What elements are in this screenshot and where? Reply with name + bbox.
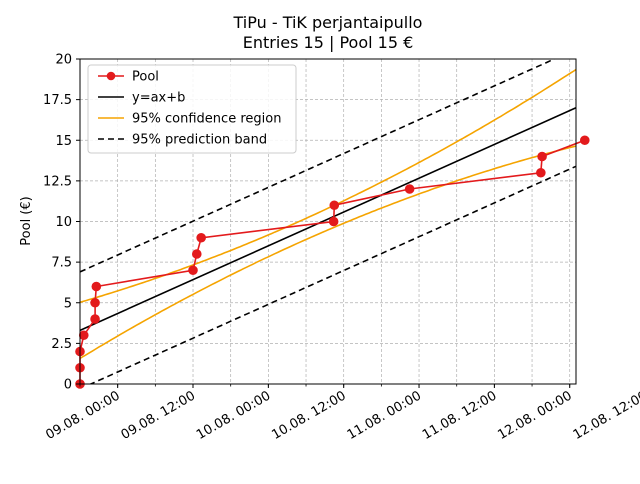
pool-point	[188, 265, 198, 276]
y-tick-label: 20	[55, 53, 72, 68]
x-tick-label: 10.08. 00:00	[194, 388, 273, 442]
legend-label: y=ax+b	[132, 91, 185, 106]
legend-label: Pool	[132, 70, 159, 85]
pool-line	[79, 139, 586, 384]
x-tick-label: 09.08. 00:00	[43, 388, 122, 442]
pool-point	[91, 281, 102, 292]
pool-point	[191, 249, 202, 259]
y-tick-label: 7.5	[51, 256, 72, 271]
confidence-lower	[80, 145, 576, 360]
y-tick-label: 0	[64, 378, 72, 393]
pool-point	[328, 216, 339, 227]
pool-point	[90, 297, 100, 308]
y-axis: 0 2.5 5 7.5 10 12.5 15 17.5 20	[43, 53, 80, 393]
x-tick-label: 12.08. 12:00	[571, 388, 640, 442]
x-tick-label: 10.08. 12:00	[269, 388, 348, 442]
pool-point	[537, 151, 547, 162]
y-tick-label: 15	[55, 134, 72, 149]
pool-point	[90, 314, 100, 324]
prediction-band-upper	[80, 59, 557, 273]
legend-label: 95% prediction band	[132, 133, 267, 148]
fit-line	[80, 107, 576, 332]
prediction-band-lower	[88, 165, 576, 384]
x-tick-label: 12.08. 00:00	[495, 388, 574, 442]
x-tick-label: 09.08. 12:00	[119, 388, 198, 442]
pool-point	[196, 232, 206, 243]
y-tick-label: 5	[64, 296, 72, 311]
pool-point	[329, 200, 340, 211]
x-tick-label: 11.08. 00:00	[345, 388, 424, 442]
chart-subtitle: Entries 15 | Pool 15 €	[243, 33, 414, 52]
chart-title: TiPu - TiK perjantaipullo	[233, 13, 423, 32]
x-tick-label: 11.08. 12:00	[420, 388, 499, 442]
legend: Pool y=ax+b 95% confidence region 95% predi…	[87, 64, 297, 154]
fit-layer	[80, 107, 576, 332]
y-tick-label: 12.5	[43, 174, 72, 189]
pool-point	[536, 167, 546, 178]
y-tick-label: 2.5	[51, 337, 72, 352]
legend-label: 95% confidence region	[132, 112, 281, 127]
y-axis-label: Pool (€)	[19, 196, 34, 245]
y-tick-label: 10	[55, 215, 72, 230]
fit-clip	[80, 107, 576, 332]
pool-point	[404, 184, 415, 194]
legend-marker	[106, 71, 116, 81]
y-tick-label: 17.5	[43, 93, 72, 108]
pool-point	[78, 330, 89, 341]
legend-box	[87, 64, 297, 154]
pool-point	[579, 135, 590, 146]
